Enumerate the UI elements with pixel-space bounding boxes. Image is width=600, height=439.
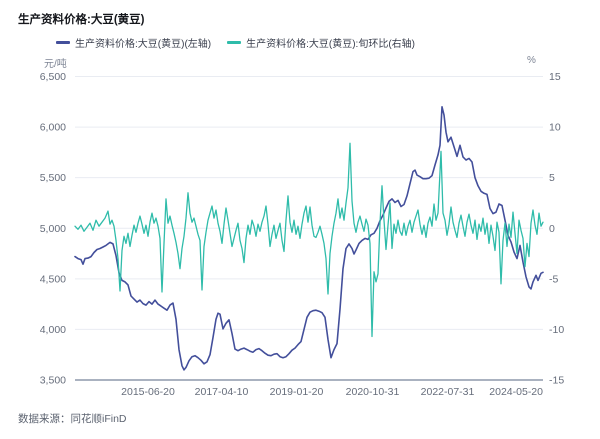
right-axis-tick-label: 5 [549, 172, 555, 184]
navy-line-swatch-icon [56, 41, 70, 44]
legend-item-price[interactable]: 生产资料价格:大豆(黄豆)(左轴) [56, 35, 211, 50]
right-axis-tick-label: -5 [549, 273, 558, 285]
left-axis-tick-label: 6,500 [40, 71, 66, 83]
right-axis-tick-label: -10 [549, 324, 564, 336]
teal-line-swatch-icon [227, 41, 242, 44]
right-axis-tick-label: 15 [549, 71, 561, 83]
price-series-line [74, 106, 544, 371]
legend-label-mom: 生产资料价格:大豆(黄豆):旬环比(右轴) [246, 39, 415, 50]
x-axis-tick-label: 2019-01-20 [270, 386, 324, 398]
legend-item-mom[interactable]: 生产资料价格:大豆(黄豆):旬环比(右轴) [227, 35, 415, 50]
x-axis-tick-label: 2015-06-20 [121, 386, 175, 398]
x-axis-tick-label: 2024-05-20 [489, 386, 543, 398]
left-axis-tick-label: 4,500 [40, 273, 66, 285]
right-axis-tick-label: -15 [549, 375, 564, 387]
left-axis-tick-label: 3,500 [40, 375, 66, 387]
left-axis-tick-label: 5,000 [40, 223, 66, 235]
x-axis-tick-label: 2017-04-10 [195, 386, 249, 398]
left-axis-unit: 元/吨 [44, 59, 67, 70]
left-axis-tick-label: 4,000 [40, 324, 66, 336]
chart-title: 生产资料价格:大豆(黄豆) [18, 14, 145, 26]
legend-label-price: 生产资料价格:大豆(黄豆)(左轴) [75, 39, 212, 50]
right-axis-tick-label: 0 [549, 223, 555, 235]
right-axis-unit: % [527, 55, 536, 66]
data-source: 数据来源：同花顺iFinD [18, 413, 127, 425]
x-axis-tick-label: 2020-10-31 [346, 386, 400, 398]
left-axis-tick-label: 6,000 [40, 122, 66, 134]
x-axis-tick-label: 2022-07-31 [421, 386, 475, 398]
right-axis-tick-label: 10 [549, 122, 561, 134]
mom-series-line [74, 142, 544, 338]
left-axis-tick-label: 5,500 [40, 172, 66, 184]
legend: 生产资料价格:大豆(黄豆)(左轴) 生产资料价格:大豆(黄豆):旬环比(右轴) [56, 35, 415, 50]
